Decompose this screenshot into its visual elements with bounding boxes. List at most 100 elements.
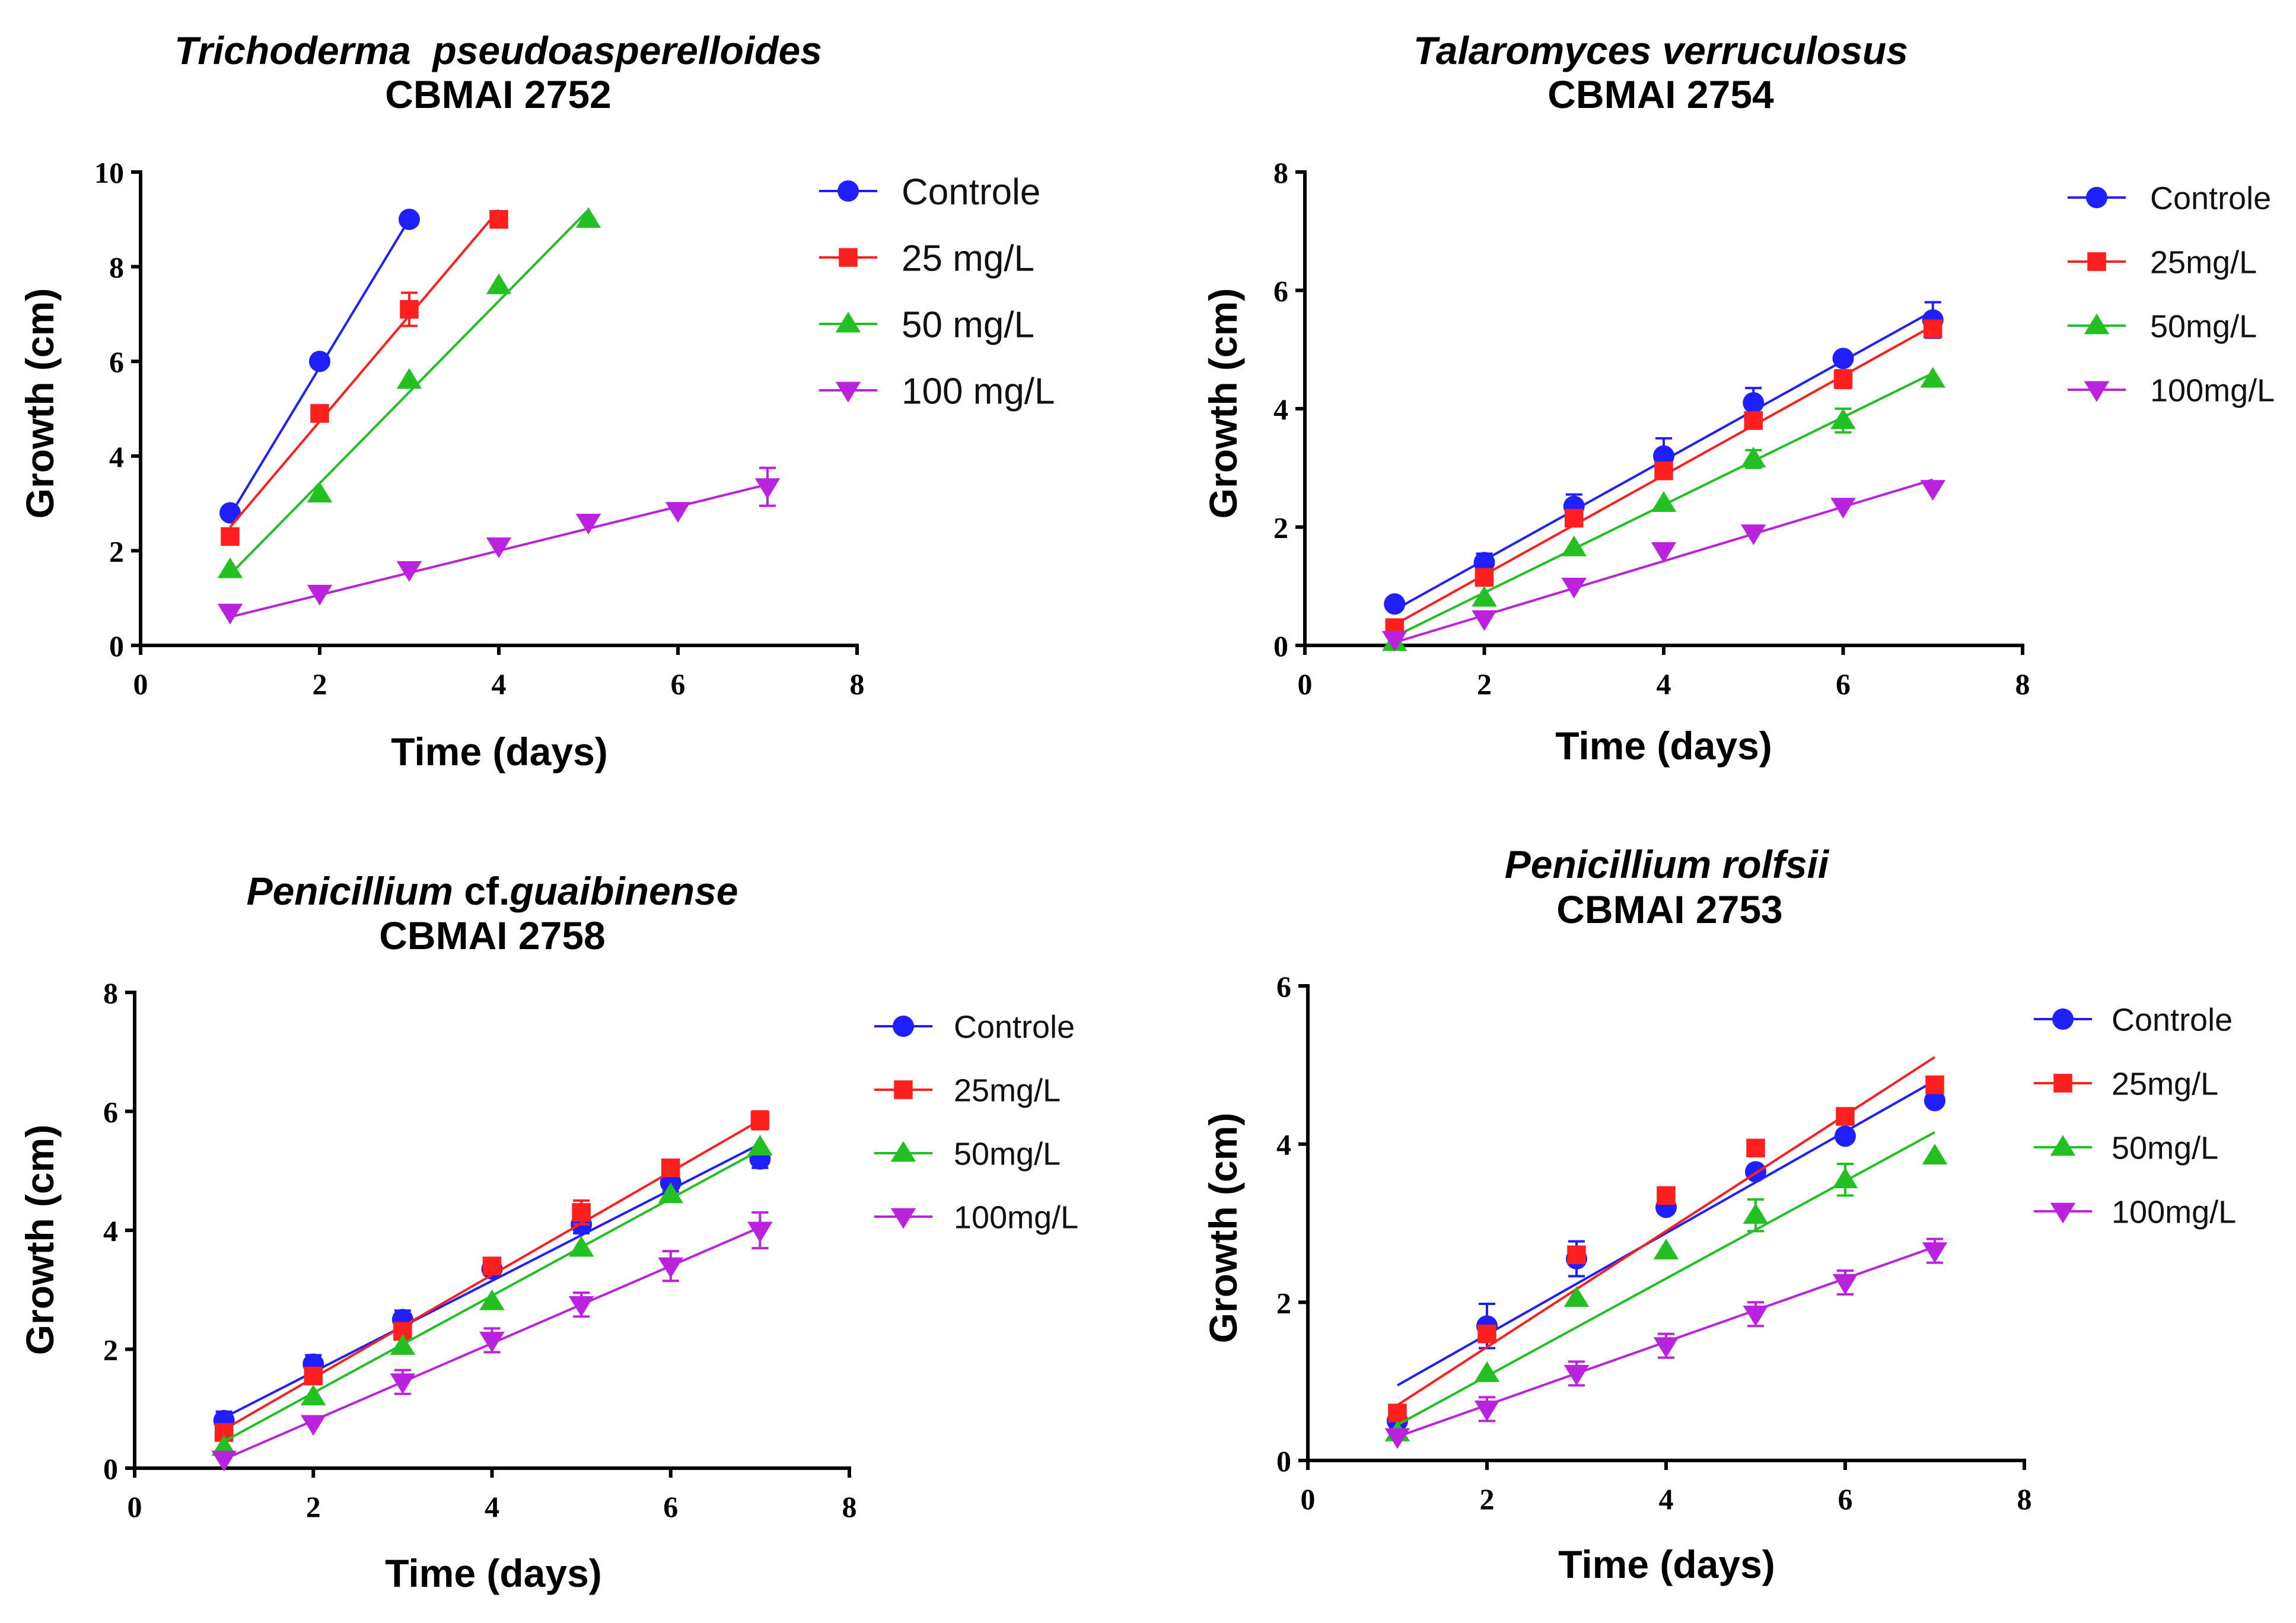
data-point (1474, 1361, 1500, 1382)
legend-marker (2050, 1135, 2076, 1156)
legend-label: 50mg/L (2112, 1130, 2218, 1166)
data-point (1830, 408, 1856, 429)
data-point (1832, 348, 1854, 370)
data-point (1743, 392, 1765, 414)
x-tick-label: 4 (492, 667, 507, 701)
series-circle (219, 208, 420, 524)
y-tick-label: 6 (109, 345, 124, 378)
series-triangle-down (217, 466, 781, 625)
legend-marker (2053, 1074, 2072, 1093)
data-point (1384, 593, 1406, 615)
x-tick-label: 2 (306, 1490, 321, 1523)
data-point (1924, 319, 1942, 339)
data-point (747, 1135, 773, 1156)
panel-title-strain: CBMAI 2754 (1547, 72, 1774, 116)
panel-talaromyces: Talaromyces verruculosus CBMAI 2754 Grow… (1201, 28, 2275, 768)
x-tick-label: 6 (671, 667, 686, 701)
legend-item: 50mg/L (874, 1136, 1061, 1172)
data-point (1384, 1428, 1410, 1449)
y-axis-label: Growth (cm) (18, 288, 62, 519)
series-circle (1384, 301, 1944, 615)
legend-label: Controle (954, 1009, 1075, 1045)
data-point (479, 1332, 505, 1352)
series-line (229, 209, 500, 528)
legend-label: 100 mg/L (902, 371, 1055, 412)
data-point (1835, 1125, 1856, 1147)
legend-item: 50 mg/L (819, 304, 1034, 345)
legend-label: 25mg/L (954, 1073, 1061, 1108)
legend-item: 100mg/L (874, 1199, 1078, 1235)
y-tick-label: 0 (1273, 629, 1288, 663)
x-tick-label: 6 (663, 1490, 678, 1523)
x-tick-label: 8 (850, 667, 865, 701)
data-point (1388, 1404, 1407, 1422)
x-tick-label: 8 (842, 1490, 857, 1523)
data-point (1836, 1107, 1855, 1126)
legend-marker (839, 248, 858, 267)
data-point (390, 1334, 416, 1355)
data-point (304, 1366, 323, 1386)
series-triangle-up (1384, 1131, 1948, 1441)
y-tick-label: 4 (1273, 393, 1288, 426)
plot-area: 0 2 4 6 8 10 0 2 4 6 8 (94, 156, 865, 701)
legend-label: 25 mg/L (902, 238, 1034, 279)
data-point (307, 584, 333, 606)
legend-marker (894, 1080, 913, 1099)
legend-item: 25mg/L (874, 1073, 1061, 1108)
legend: Controle 25 mg/L 50 mg/L 100 mg/L (819, 171, 1055, 412)
panel-title-cf: cf. (453, 869, 509, 913)
data-point (1567, 1245, 1586, 1265)
data-point (399, 208, 420, 230)
data-point (1925, 1075, 1944, 1094)
data-point (1830, 498, 1856, 519)
data-point (747, 1221, 773, 1243)
legend-label: 25mg/L (2112, 1066, 2218, 1102)
legend-label: 100mg/L (2150, 373, 2275, 408)
x-axis-label: Time (days) (385, 1551, 602, 1595)
legend-marker (2084, 381, 2110, 402)
data-point (307, 482, 333, 503)
y-tick-label: 6 (1273, 275, 1288, 308)
legend-marker (2052, 1008, 2074, 1030)
legend-item: Controle (2067, 180, 2271, 216)
data-point (658, 1257, 683, 1278)
data-point (1832, 1274, 1858, 1295)
legend-item: Controle (819, 171, 1040, 212)
data-point (661, 1158, 680, 1178)
panel-trichoderma: Trichoderma pseudoasperelloides CBMAI 27… (18, 28, 1055, 774)
legend-item: 100mg/L (2067, 373, 2275, 408)
x-tick-label: 0 (1298, 667, 1313, 701)
x-tick-label: 6 (1836, 667, 1851, 701)
x-axis-label: Time (days) (1555, 724, 1772, 768)
panel-title-strain: CBMAI 2752 (385, 72, 611, 116)
data-point (1382, 631, 1407, 652)
data-point (301, 1415, 326, 1436)
plot-area: 0 2 4 6 0 2 4 6 8 (1276, 970, 2032, 1516)
legend-marker (890, 1208, 916, 1229)
data-point (1653, 445, 1674, 467)
series-square (221, 209, 508, 546)
data-point (1744, 411, 1763, 430)
x-tick-label: 0 (1301, 1482, 1316, 1516)
y-tick-label: 2 (1276, 1286, 1291, 1319)
data-point (750, 1110, 770, 1130)
y-tick-label: 4 (1276, 1128, 1291, 1161)
series-square (1385, 319, 1942, 637)
x-tick-label: 8 (2017, 1482, 2032, 1516)
data-point (1741, 447, 1766, 468)
y-axis-label: Growth (cm) (1201, 1113, 1245, 1344)
panel-title-epithet: guaibinense (509, 869, 738, 913)
panel-title-species: Trichoderma pseudoasperelloides (174, 28, 822, 72)
panel-title-species: Talaromyces verruculosus (1413, 28, 1908, 72)
legend-label: 50mg/L (954, 1136, 1061, 1172)
legend-label: 100mg/L (2112, 1194, 2236, 1230)
data-point (309, 351, 330, 373)
legend-marker (2084, 313, 2110, 335)
legend-label: 50 mg/L (902, 304, 1034, 345)
legend: Controle 25mg/L 50mg/L 100mg/L (2067, 180, 2275, 408)
legend-marker (2050, 1202, 2076, 1224)
x-axis-label: Time (days) (391, 730, 608, 774)
legend: Controle 25mg/L 50mg/L 100mg/L (874, 1009, 1078, 1235)
x-tick-label: 2 (1477, 667, 1492, 701)
